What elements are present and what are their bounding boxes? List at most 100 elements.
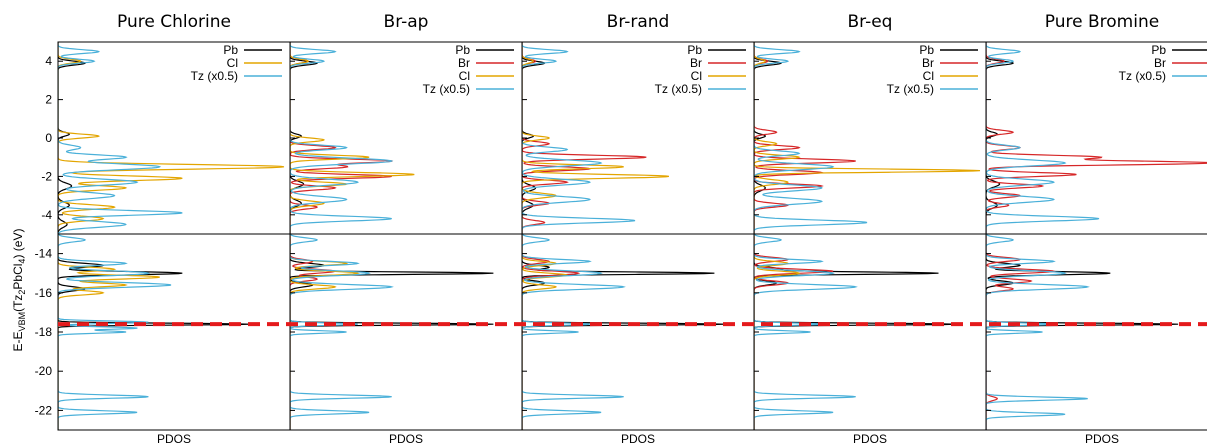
bottom-curves [58,234,251,430]
y-tick-label: 0 [45,131,52,145]
x-axis-label: PDOS [1085,432,1119,446]
y-tick-label: 2 [45,93,52,107]
legend-label: Cl [459,69,470,83]
bottom-curves [522,234,726,430]
series-tz-x0-5- [986,42,1100,234]
legend-label: Pb [687,43,702,57]
top-curves [290,42,415,234]
series-tz-x0-5- [58,234,172,430]
panel-title: Br-eq [848,12,893,32]
legend-label: Tz (x0.5) [887,82,934,96]
y-ticks: 4 2 0 -2 -4 -14 -16 -18 -20 -22 [35,54,53,417]
panel-title: Br-rand [607,12,670,32]
legend-label: Pb [223,43,238,57]
y-tick-label: -20 [35,364,53,378]
legend-label: Pb [1151,43,1166,57]
legend-label: Br [458,56,470,70]
series-tz-x0-5- [986,234,1090,430]
legend-label: Br [922,56,934,70]
x-axis-label: PDOS [389,432,423,446]
y-tick-label: -2 [41,169,52,183]
series-br [754,42,856,234]
y-axis-label: E-EVBM(Tz2PbCl4) (eV) [11,229,27,352]
series-cl [58,42,285,234]
ylabel-main: E-E [11,331,25,351]
top-curves [754,42,981,234]
legend-label: Tz (x0.5) [655,82,702,96]
series-cl [754,234,801,430]
top-frame [521,41,755,235]
series-pb [58,234,251,430]
series-pb [754,42,783,234]
x-axis-label: PDOS [621,432,655,446]
top-curves [986,42,1207,234]
x-axis-label: PDOS [157,432,191,446]
series-pb [986,234,1179,430]
ylabel-sub2: 2 [17,290,27,295]
series-pb [522,42,546,234]
legend-label: Tz (x0.5) [1119,69,1166,83]
bottom-curves [290,234,494,430]
series-tz-x0-5- [522,234,626,430]
y-tick-label: -4 [41,208,52,222]
series-pb [522,234,726,430]
series-br [290,42,393,234]
x-axis-label: PDOS [853,432,887,446]
series-tz-x0-5- [290,234,394,430]
series-tz-x0-5- [58,42,183,234]
ylabel-sub3: 4 [17,259,27,264]
series-cl [522,234,569,430]
ylabel-mid: (Tz [11,295,25,312]
series-tz-x0-5- [522,42,636,234]
series-tz-x0-5- [754,42,868,234]
legend-label: Pb [455,43,470,57]
svg-text:E-EVBM(Tz2PbCl4) (eV): E-EVBM(Tz2PbCl4) (eV) [11,229,27,352]
y-tick-label: -18 [35,325,53,339]
series-br [986,42,1207,234]
series-cl [58,234,160,430]
legend-label: Tz (x0.5) [423,82,470,96]
panel-title: Br-ap [384,12,429,32]
series-br [522,42,647,234]
y-tick-label: 4 [45,54,52,68]
legend-label: Br [1154,56,1166,70]
bottom-frame [289,233,523,431]
legend-label: Cl [227,56,238,70]
legend-label: Cl [691,69,702,83]
series-br [522,234,581,430]
top-curves [522,42,669,234]
top-frame [985,41,1207,235]
ylabel-sub1: VBM [17,312,27,332]
series-pb [290,42,319,234]
bottom-curves [986,234,1179,430]
legend-label: Tz (x0.5) [191,69,238,83]
y-tick-label: -16 [35,286,53,300]
top-curves [58,42,285,234]
ylabel-mid2: PbCl [11,264,25,290]
series-cl [522,42,669,234]
series-br [290,234,337,430]
ylabel-end: ) (eV) [11,229,25,259]
legend-label: Cl [923,69,934,83]
panel-title: Pure Chlorine [117,12,231,32]
legend-label: Br [690,56,702,70]
series-tz-x0-5- [754,234,858,430]
series-tz-x0-5- [290,42,394,234]
y-tick-label: -14 [35,247,53,261]
series-pb [290,234,494,430]
series-cl [290,42,415,234]
y-tick-label: -22 [35,403,53,417]
panel-title: Pure Bromine [1045,12,1159,32]
